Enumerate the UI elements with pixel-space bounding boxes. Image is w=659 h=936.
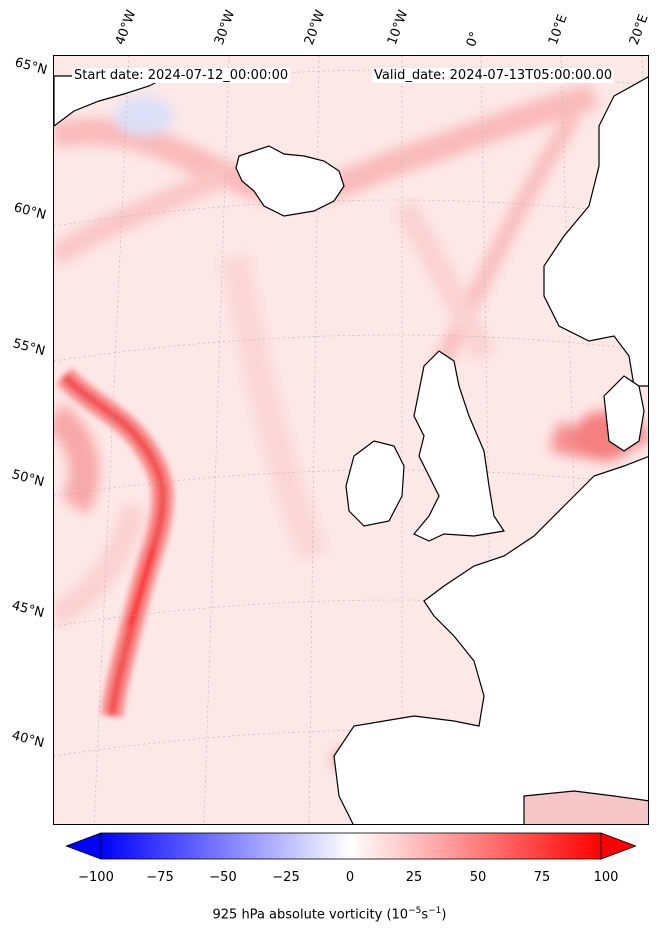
colorbar-label: 925 hPa absolute vorticity (10−5s−1) bbox=[212, 906, 447, 923]
start-date-label: Start date: 2024-07-12_00:00:00 bbox=[72, 68, 291, 83]
colorbar-min-arrow bbox=[66, 832, 102, 860]
ireland bbox=[345, 440, 405, 527]
denmark bbox=[603, 375, 645, 452]
lat-label-50n: 50°N bbox=[10, 467, 46, 491]
vorticity-map: Start date: 2024-07-12_00:00:00 Valid_da… bbox=[53, 55, 649, 825]
colorbar-gradient bbox=[100, 832, 602, 860]
lon-label-0: 0° bbox=[463, 29, 484, 49]
great-britain bbox=[413, 350, 506, 542]
colorbar-tick: −100 bbox=[78, 870, 114, 885]
colorbar-tick: 0 bbox=[345, 870, 355, 885]
coastlines bbox=[54, 75, 648, 824]
vorticity-field bbox=[54, 83, 648, 811]
lon-label-10w: 10°W bbox=[384, 8, 412, 47]
lon-label-30w: 30°W bbox=[211, 8, 239, 47]
continental-europe bbox=[333, 456, 648, 824]
vorticity-filament bbox=[56, 368, 174, 718]
north-africa bbox=[523, 790, 648, 824]
colorbar-tick: 50 bbox=[469, 870, 487, 885]
iceland bbox=[235, 145, 345, 217]
colorbar bbox=[66, 832, 636, 860]
scandinavia bbox=[543, 76, 648, 387]
colorbar-tick: 100 bbox=[593, 870, 619, 885]
lon-label-20e: 20°E bbox=[626, 12, 652, 48]
map-canvas bbox=[54, 56, 648, 824]
lat-label-40n: 40°N bbox=[10, 728, 46, 752]
colorbar-tick: 25 bbox=[405, 870, 423, 885]
valid-date-label: Valid_date: 2024-07-13T05:00:00.00 bbox=[372, 68, 615, 83]
lon-label-10e: 10°E bbox=[545, 12, 571, 48]
lat-label-65n: 65°N bbox=[13, 55, 49, 79]
lat-label-60n: 60°N bbox=[12, 200, 48, 224]
colorbar-tick: −75 bbox=[146, 870, 174, 885]
colorbar-max-arrow bbox=[600, 832, 636, 860]
lon-label-20w: 20°W bbox=[301, 8, 329, 47]
colorbar-tick: −50 bbox=[209, 870, 237, 885]
lat-label-45n: 45°N bbox=[10, 598, 46, 622]
lon-label-40w: 40°W bbox=[112, 8, 140, 47]
lat-label-55n: 55°N bbox=[11, 336, 47, 360]
colorbar-tick: 75 bbox=[533, 870, 551, 885]
colorbar-tick: −25 bbox=[272, 870, 300, 885]
